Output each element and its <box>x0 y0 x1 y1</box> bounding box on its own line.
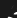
Polygon shape <box>8 3 10 4</box>
Polygon shape <box>7 13 11 15</box>
Polygon shape <box>8 3 9 7</box>
Polygon shape <box>6 0 12 3</box>
Polygon shape <box>5 8 13 9</box>
Polygon shape <box>3 8 14 9</box>
Polygon shape <box>11 13 12 15</box>
Polygon shape <box>12 0 14 3</box>
Polygon shape <box>6 6 8 7</box>
Polygon shape <box>10 3 11 7</box>
Polygon shape <box>7 3 8 7</box>
Polygon shape <box>13 8 14 13</box>
Polygon shape <box>13 7 14 8</box>
Polygon shape <box>11 3 12 7</box>
Polygon shape <box>10 6 13 7</box>
Polygon shape <box>5 7 13 8</box>
Text: 7: 7 <box>0 0 15 18</box>
Polygon shape <box>3 9 13 13</box>
Polygon shape <box>13 8 14 9</box>
